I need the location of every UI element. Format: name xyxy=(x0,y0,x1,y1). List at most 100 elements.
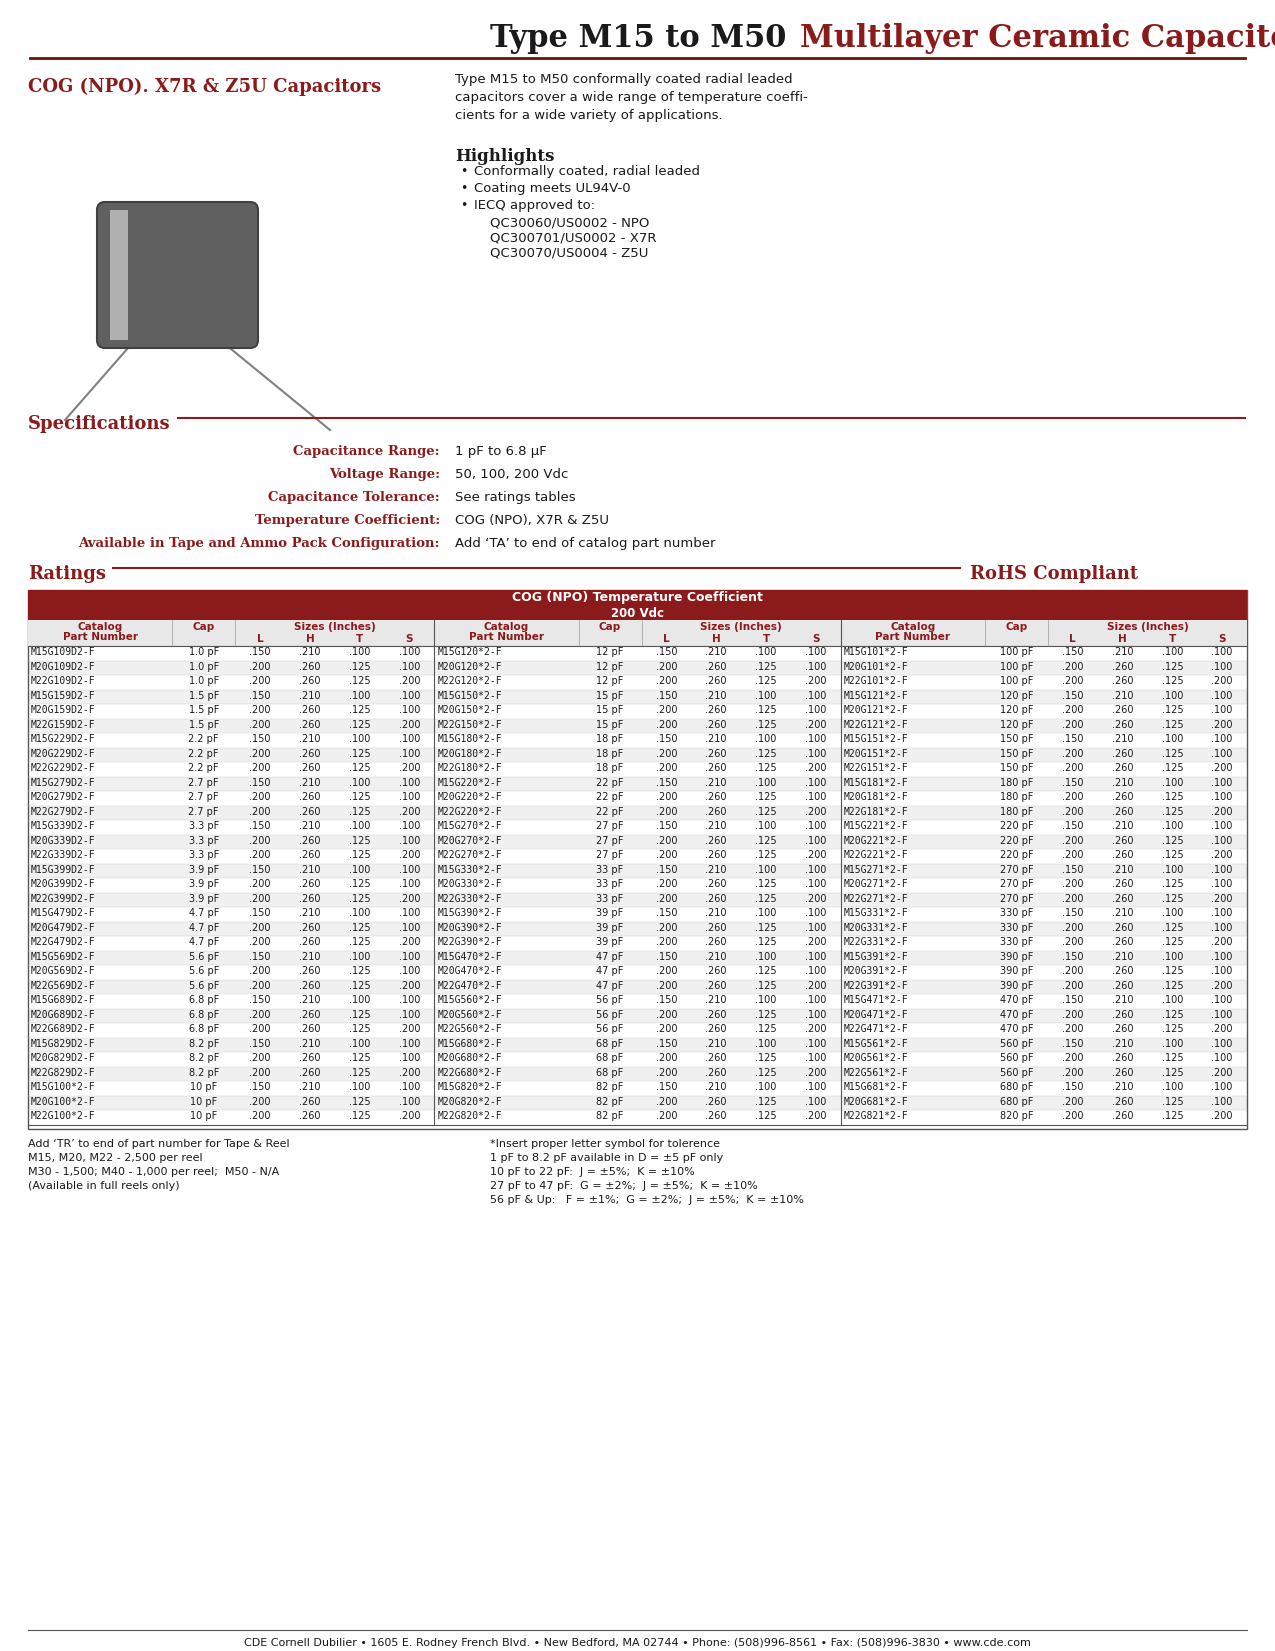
Text: 18 pF: 18 pF xyxy=(597,763,623,773)
Text: .200: .200 xyxy=(250,1024,270,1034)
Text: .210: .210 xyxy=(1112,735,1133,745)
Text: .125: .125 xyxy=(349,675,371,687)
Text: .100: .100 xyxy=(1211,735,1233,745)
Text: M22G820*2-F: M22G820*2-F xyxy=(437,1111,502,1121)
Text: M15G569D2-F: M15G569D2-F xyxy=(31,951,96,961)
Text: M15G390*2-F: M15G390*2-F xyxy=(437,908,502,918)
Bar xyxy=(840,1037,1247,1052)
Text: .200: .200 xyxy=(250,705,270,715)
Text: 4.7 pF: 4.7 pF xyxy=(189,938,219,948)
Text: .200: .200 xyxy=(399,1024,421,1034)
Text: 82 pF: 82 pF xyxy=(597,1096,623,1106)
Text: .200: .200 xyxy=(1211,806,1233,817)
Bar xyxy=(28,606,1247,621)
Text: .210: .210 xyxy=(300,647,320,657)
Text: .125: .125 xyxy=(349,748,371,758)
Text: .125: .125 xyxy=(755,806,776,817)
Text: Part Number: Part Number xyxy=(62,632,138,642)
Text: 10 pF: 10 pF xyxy=(190,1081,217,1091)
Text: .200: .200 xyxy=(1062,792,1084,802)
Bar xyxy=(28,806,435,821)
Text: .125: .125 xyxy=(1162,835,1183,845)
Text: M15G339D2-F: M15G339D2-F xyxy=(31,821,96,830)
Text: M15G101*2-F: M15G101*2-F xyxy=(844,647,908,657)
Text: .260: .260 xyxy=(1112,763,1133,773)
Text: Sizes (Inches): Sizes (Inches) xyxy=(295,622,376,632)
Text: .100: .100 xyxy=(805,1009,826,1020)
Text: .260: .260 xyxy=(705,1009,727,1020)
Text: M15G271*2-F: M15G271*2-F xyxy=(844,865,908,875)
Bar xyxy=(28,834,435,849)
Text: COG (NPO) Temperature Coefficient: COG (NPO) Temperature Coefficient xyxy=(513,591,762,604)
Text: M22G330*2-F: M22G330*2-F xyxy=(437,893,502,903)
Text: .100: .100 xyxy=(349,647,370,657)
Text: 1.5 pF: 1.5 pF xyxy=(189,690,219,700)
Text: M20G561*2-F: M20G561*2-F xyxy=(844,1053,908,1063)
Text: M15G330*2-F: M15G330*2-F xyxy=(437,865,502,875)
Text: .200: .200 xyxy=(250,806,270,817)
Text: Part Number: Part Number xyxy=(469,632,544,642)
Text: .125: .125 xyxy=(755,792,776,802)
Text: .125: .125 xyxy=(1162,1111,1183,1121)
Text: 3.9 pF: 3.9 pF xyxy=(189,893,219,903)
Text: M15G391*2-F: M15G391*2-F xyxy=(844,951,908,961)
Text: M15G560*2-F: M15G560*2-F xyxy=(437,996,502,1005)
Text: .200: .200 xyxy=(250,792,270,802)
Text: .150: .150 xyxy=(250,821,270,830)
Text: .100: .100 xyxy=(399,748,421,758)
Text: 470 pF: 470 pF xyxy=(1000,1009,1033,1020)
Text: Add ‘TA’ to end of catalog part number: Add ‘TA’ to end of catalog part number xyxy=(455,537,715,550)
Text: .150: .150 xyxy=(655,908,677,918)
Text: M20G221*2-F: M20G221*2-F xyxy=(844,835,908,845)
Text: 2.7 pF: 2.7 pF xyxy=(189,792,219,802)
Text: .200: .200 xyxy=(1062,923,1084,933)
Text: .260: .260 xyxy=(1112,1009,1133,1020)
Text: M15G229D2-F: M15G229D2-F xyxy=(31,735,96,745)
Text: .210: .210 xyxy=(705,778,727,788)
Text: .100: .100 xyxy=(349,735,370,745)
Text: .260: .260 xyxy=(705,705,727,715)
Text: M20G680*2-F: M20G680*2-F xyxy=(437,1053,502,1063)
Bar xyxy=(28,1009,435,1024)
Text: 18 pF: 18 pF xyxy=(597,748,623,758)
Text: 12 pF: 12 pF xyxy=(597,662,623,672)
Text: M22G109D2-F: M22G109D2-F xyxy=(31,675,96,687)
Text: .260: .260 xyxy=(1112,1068,1133,1078)
Text: .200: .200 xyxy=(1062,981,1084,991)
Text: .210: .210 xyxy=(1112,647,1133,657)
Text: .200: .200 xyxy=(1062,850,1084,860)
Text: M20G180*2-F: M20G180*2-F xyxy=(437,748,502,758)
Text: .260: .260 xyxy=(705,748,727,758)
Text: .100: .100 xyxy=(399,1081,421,1091)
Text: .100: .100 xyxy=(1211,951,1233,961)
Text: .100: .100 xyxy=(349,951,370,961)
Text: .200: .200 xyxy=(250,981,270,991)
Text: 470 pF: 470 pF xyxy=(1000,1024,1033,1034)
Text: .125: .125 xyxy=(755,878,776,888)
Bar xyxy=(840,1009,1247,1024)
Bar xyxy=(435,660,840,675)
Text: .100: .100 xyxy=(1162,735,1183,745)
Text: .210: .210 xyxy=(1112,778,1133,788)
Text: 390 pF: 390 pF xyxy=(1000,966,1033,976)
Text: M20G689D2-F: M20G689D2-F xyxy=(31,1009,96,1020)
Text: Multilayer Ceramic Capacitors: Multilayer Ceramic Capacitors xyxy=(799,23,1275,53)
Text: .260: .260 xyxy=(705,1024,727,1034)
Bar xyxy=(840,863,1247,878)
Text: .125: .125 xyxy=(755,748,776,758)
Text: 15 pF: 15 pF xyxy=(597,720,623,730)
Text: .100: .100 xyxy=(805,748,826,758)
Text: .200: .200 xyxy=(1062,1096,1084,1106)
Bar xyxy=(28,951,435,964)
Text: M20G270*2-F: M20G270*2-F xyxy=(437,835,502,845)
Text: .200: .200 xyxy=(1211,1068,1233,1078)
Text: .260: .260 xyxy=(300,748,320,758)
Text: Temperature Coefficient:: Temperature Coefficient: xyxy=(255,513,440,527)
Text: .100: .100 xyxy=(1211,662,1233,672)
Text: .125: .125 xyxy=(755,1053,776,1063)
Text: .125: .125 xyxy=(755,720,776,730)
Text: .260: .260 xyxy=(705,878,727,888)
Bar xyxy=(28,1037,435,1052)
Text: .200: .200 xyxy=(399,893,421,903)
Text: .100: .100 xyxy=(1162,951,1183,961)
